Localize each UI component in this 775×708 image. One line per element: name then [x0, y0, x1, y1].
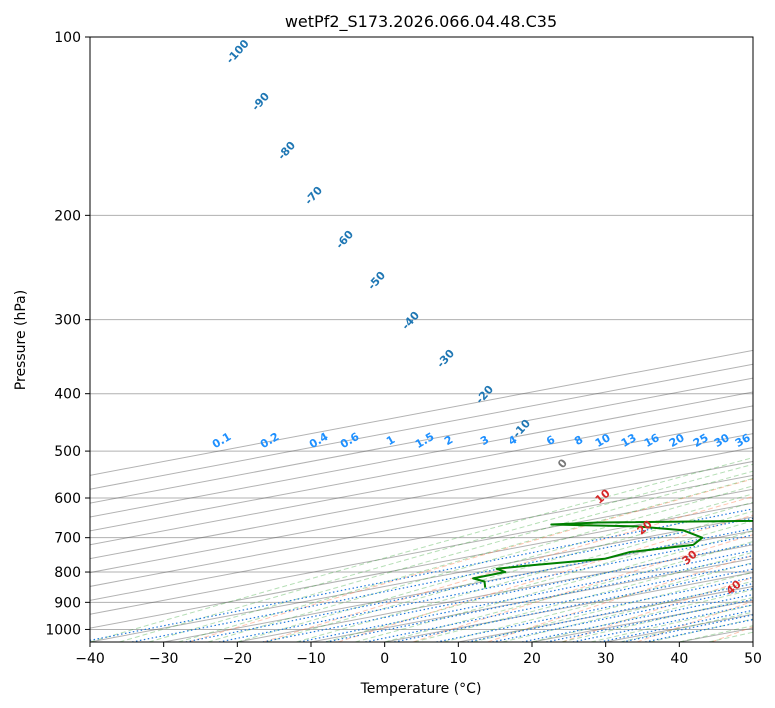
mixing-ratio-line — [131, 517, 753, 642]
moist-adiabat-line — [325, 520, 753, 642]
x-axis-title: Temperature (°C) — [360, 681, 482, 697]
moist-adiabat-line — [531, 589, 753, 642]
y-axis-title: Pressure (hPa) — [13, 290, 29, 390]
dry-adiabat-line — [412, 534, 753, 642]
y-tick-label: 300 — [54, 313, 81, 329]
isotherm-line — [752, 641, 753, 642]
x-tick-label: 10 — [449, 651, 467, 667]
moist-adiabat-label: -70 — [302, 184, 325, 208]
mixing-ratio-label: 6 — [544, 433, 557, 448]
y-tick-label: 900 — [54, 595, 81, 611]
mixing-ratio-label: 8 — [572, 433, 585, 448]
isotherm-line — [310, 558, 753, 642]
isotherm-line — [90, 488, 753, 615]
moist-adiabat-line — [443, 562, 753, 642]
background-lines — [90, 37, 753, 642]
data-series — [472, 519, 753, 588]
dry-adiabat-label: 30 — [680, 547, 700, 567]
moist-adiabat-line — [649, 618, 753, 642]
mixing-ratio-line — [572, 604, 753, 642]
moist-adiabat-label: -50 — [365, 269, 388, 293]
dry-adiabat-line — [188, 478, 753, 642]
isotherm-line — [90, 460, 753, 587]
mixing-ratio-label: 0.2 — [258, 430, 281, 451]
y-tick-label: 600 — [54, 491, 81, 507]
mixing-ratio-line — [325, 555, 753, 642]
dry-adiabat-line — [636, 600, 753, 642]
moist-adiabat-line — [384, 541, 753, 642]
y-tick-label: 800 — [54, 565, 81, 581]
x-tick-label: 40 — [670, 651, 688, 667]
moist-adiabat-line — [90, 457, 753, 642]
dry-adiabat-label: 40 — [724, 577, 744, 597]
isotherm-line — [458, 585, 753, 642]
moist-adiabat-label: -30 — [434, 347, 457, 371]
moist-adiabat-label: -60 — [333, 228, 356, 252]
moist-adiabat-label: -80 — [275, 139, 298, 163]
moist-adiabat-line — [296, 510, 753, 642]
mixing-ratio-label: 3 — [478, 433, 491, 448]
x-tick-label: 30 — [597, 651, 615, 667]
moist-adiabat-label: -90 — [249, 90, 272, 114]
y-tick-label: 500 — [54, 444, 81, 460]
moist-adiabat-line — [355, 530, 753, 642]
isotherm-line — [90, 502, 753, 629]
y-tick-label: 400 — [54, 387, 81, 403]
mixing-ratio-label: 30 — [712, 431, 732, 450]
mixing-ratio-label: 1.5 — [413, 430, 436, 451]
dewpoint-line — [472, 519, 753, 588]
x-tick-label: 50 — [744, 651, 762, 667]
isotherm-line — [90, 419, 753, 546]
moist-adiabat-line — [207, 485, 753, 642]
y-tick-label: 700 — [54, 531, 81, 547]
mixing-ratio-label: 16 — [642, 431, 662, 450]
moist-adiabat-label: -100 — [224, 37, 252, 66]
x-tick-label: 0 — [380, 651, 389, 667]
moist-adiabat-line — [502, 580, 753, 642]
moist-adiabat-line — [148, 470, 753, 642]
x-tick-label: −40 — [75, 651, 105, 667]
chart-title: wetPf2_S173.2026.066.04.48.C35 — [285, 12, 557, 32]
isotherm-line — [90, 474, 753, 601]
y-tick-label: 100 — [54, 30, 81, 46]
isotherm-line — [90, 433, 753, 560]
x-tick-label: 20 — [523, 651, 541, 667]
dry-adiabat-label: 20 — [635, 517, 655, 537]
isotherm-line — [90, 447, 753, 574]
dry-adiabat-line — [338, 514, 753, 642]
dry-adiabat-line — [562, 577, 753, 642]
dry-adiabat-label: 10 — [593, 486, 613, 506]
mixing-ratio-label: 0.1 — [210, 430, 233, 451]
plot-frame — [89, 36, 754, 643]
isotherm-line — [90, 391, 753, 518]
y-tick-label: 200 — [54, 208, 81, 224]
mixing-ratio-line — [299, 549, 753, 642]
x-tick-label: −30 — [149, 651, 179, 667]
x-tick-label: −20 — [223, 651, 253, 667]
mixing-ratio-label: 0.6 — [338, 430, 362, 451]
mixing-ratio-label: 25 — [691, 431, 711, 450]
isotherm-line — [90, 516, 753, 642]
mixing-ratio-line — [262, 542, 753, 642]
isotherm-line — [531, 599, 753, 642]
isotherm-line — [90, 377, 753, 504]
axis-ticks: −40 −30 −20 −10 0 10 20 30 40 5010020030040050060… — [45, 30, 762, 667]
isotherm-line — [90, 349, 753, 476]
moist-adiabat-line — [119, 463, 753, 642]
isotherm-line — [90, 363, 753, 490]
line-labels: 0.1 0.2 0.4 0.6 1 1.5 2 3 4 6 8 10 13 16 20 25 30 36-100-… — [210, 37, 753, 598]
mixing-ratio-label: 0.4 — [307, 430, 331, 451]
moist-adiabat-line — [413, 551, 753, 642]
y-tick-label: 1000 — [45, 622, 81, 638]
mixing-ratio-label: 13 — [619, 431, 639, 450]
isotherm-line — [90, 405, 753, 532]
isotherm-line — [237, 544, 753, 642]
moist-adiabat-label: -40 — [399, 309, 422, 333]
moist-adiabat-line — [178, 477, 753, 642]
mixing-ratio-line — [365, 562, 753, 642]
mixing-ratio-label: 2 — [442, 433, 455, 448]
x-tick-label: −10 — [296, 651, 326, 667]
